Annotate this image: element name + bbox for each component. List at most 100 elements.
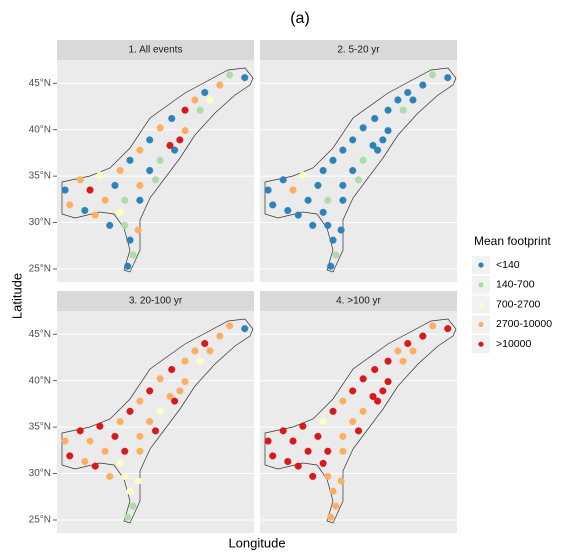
- point: [332, 251, 340, 259]
- legend-swatch: [478, 302, 484, 308]
- point: [289, 186, 297, 194]
- point: [129, 502, 137, 510]
- point: [324, 196, 332, 204]
- legend-swatch: [478, 282, 484, 288]
- point: [419, 81, 427, 89]
- point: [314, 181, 322, 189]
- point: [359, 124, 367, 132]
- point: [324, 472, 332, 480]
- point: [284, 457, 292, 466]
- point: [374, 146, 382, 154]
- point: [384, 378, 392, 386]
- point: [206, 347, 214, 355]
- point: [216, 332, 224, 340]
- point: [241, 325, 249, 333]
- point: [181, 357, 189, 365]
- point: [444, 74, 452, 82]
- point: [339, 146, 347, 154]
- legend-swatch: [478, 321, 484, 327]
- point: [126, 236, 134, 244]
- point: [399, 357, 407, 365]
- point: [337, 226, 345, 234]
- point: [106, 472, 114, 480]
- point: [304, 196, 312, 204]
- point: [136, 432, 144, 440]
- point: [106, 221, 114, 229]
- point: [91, 462, 99, 470]
- point: [116, 417, 124, 426]
- point: [371, 114, 379, 123]
- point: [279, 427, 287, 435]
- strip-label: 4. >100 yr: [336, 296, 381, 307]
- point: [324, 221, 332, 229]
- point: [121, 447, 129, 455]
- point: [339, 432, 347, 440]
- point: [379, 136, 387, 144]
- point: [66, 201, 74, 209]
- point: [136, 146, 144, 154]
- point: [124, 262, 132, 270]
- point: [339, 447, 347, 455]
- point: [134, 477, 142, 485]
- y-tick-label: 30°N: [29, 468, 51, 479]
- point: [354, 427, 363, 435]
- point: [309, 221, 317, 229]
- strip-label: 2. 5-20 yr: [337, 45, 380, 56]
- strip: [260, 40, 457, 60]
- point: [327, 262, 335, 270]
- point: [101, 447, 109, 455]
- point: [409, 347, 417, 355]
- point: [146, 136, 154, 144]
- panel-background: [260, 60, 457, 282]
- panel-background: [57, 311, 254, 533]
- point: [171, 146, 179, 154]
- panel-background: [57, 60, 254, 282]
- point: [76, 176, 84, 184]
- point: [146, 166, 154, 175]
- point: [101, 196, 109, 204]
- y-tick-label: 25°N: [29, 264, 51, 275]
- chart-title: (a): [290, 10, 310, 27]
- y-tick-label: 40°N: [29, 375, 51, 386]
- point: [314, 432, 322, 440]
- y-axis-label: Latitude: [9, 273, 24, 319]
- point: [181, 127, 189, 135]
- point: [121, 221, 129, 229]
- point: [166, 141, 174, 150]
- point: [299, 422, 307, 430]
- x-axis-label: Longitude: [228, 535, 285, 550]
- point: [136, 196, 144, 204]
- point: [156, 156, 164, 164]
- point: [284, 206, 292, 215]
- point: [96, 171, 104, 179]
- point: [269, 452, 277, 460]
- point: [241, 74, 249, 82]
- point: [369, 392, 377, 401]
- legend-title: Mean footprint: [474, 234, 551, 248]
- point: [419, 332, 427, 340]
- point: [354, 176, 363, 184]
- strip-label: 1. All events: [129, 45, 183, 56]
- point: [444, 325, 452, 333]
- legend-label: 2700-10000: [496, 318, 552, 330]
- point: [116, 459, 124, 467]
- point: [269, 201, 277, 209]
- point: [264, 186, 272, 194]
- point: [379, 387, 387, 395]
- point: [369, 141, 377, 150]
- point: [319, 166, 327, 175]
- point: [299, 171, 307, 179]
- point: [61, 186, 69, 194]
- point: [61, 437, 69, 445]
- point: [329, 487, 337, 495]
- point: [384, 127, 392, 135]
- y-tick-label: 30°N: [29, 217, 51, 228]
- point: [304, 447, 312, 455]
- strip: [57, 291, 254, 311]
- point: [319, 208, 327, 216]
- point: [111, 432, 119, 440]
- panel-background: [260, 311, 457, 533]
- point: [349, 417, 357, 426]
- point: [126, 407, 134, 415]
- point: [404, 88, 412, 97]
